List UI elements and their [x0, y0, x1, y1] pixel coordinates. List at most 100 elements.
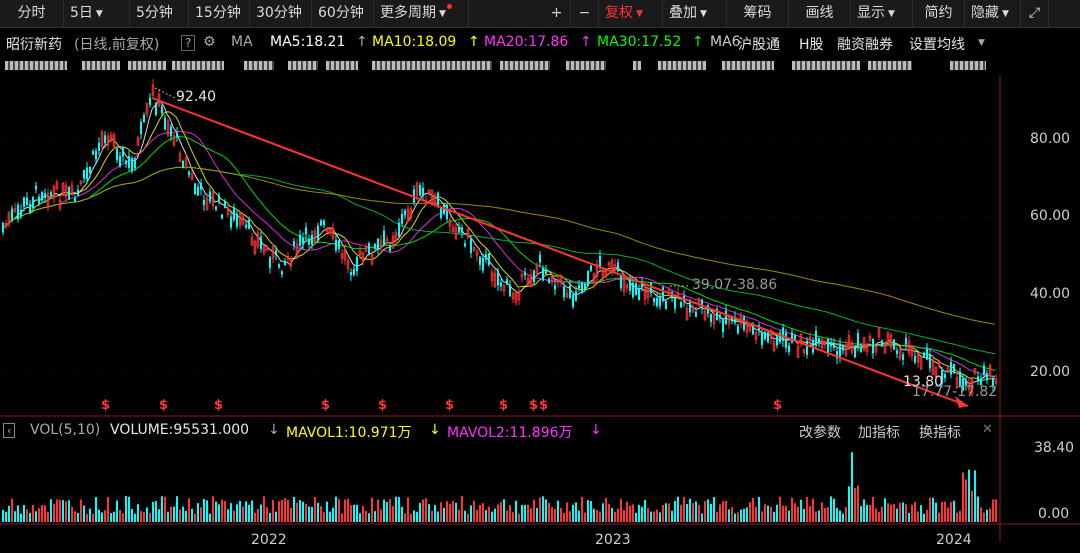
volume-tick: 0.00: [1038, 506, 1070, 522]
volume-bar: [29, 512, 31, 522]
volume-bar: [140, 510, 142, 522]
volume-bar: [671, 510, 673, 522]
volume-bar: [797, 506, 799, 522]
period-tab-5min[interactable]: 5分钟: [130, 0, 189, 27]
margin-trading-link[interactable]: 融资融券: [837, 37, 893, 53]
hk-connect-link[interactable]: 沪股通: [738, 37, 780, 53]
volume-bar: [755, 506, 757, 522]
candle-body: [601, 270, 605, 279]
candle-body: [293, 240, 295, 246]
volume-bar: [881, 506, 883, 522]
candle-body: [533, 270, 535, 283]
zoom-in-button[interactable]: +: [543, 0, 571, 27]
arrow-down-icon: ↓: [590, 422, 602, 438]
draw-line-button[interactable]: 画线: [789, 0, 851, 27]
volume-bar: [290, 507, 292, 522]
trend-line[interactable]: [151, 97, 969, 407]
volume-bar: [674, 501, 676, 522]
volume-bar: [59, 499, 61, 522]
candle-body: [937, 360, 941, 366]
candle-body: [98, 142, 100, 151]
candle-body: [404, 210, 406, 216]
signal-marker-icon[interactable]: $: [499, 398, 509, 413]
simple-mode-button[interactable]: 简约: [913, 0, 965, 27]
candle-body: [514, 292, 518, 303]
volume-bar: [26, 509, 28, 522]
candle-body: [632, 282, 634, 297]
fullscreen-icon[interactable]: ⤢: [1021, 0, 1049, 27]
candle-body: [620, 274, 622, 289]
signal-marker-icon[interactable]: $: [773, 398, 783, 413]
signal-marker-icon[interactable]: $: [214, 398, 224, 413]
volume-bar: [734, 513, 736, 522]
period-tab-60min[interactable]: 60分钟: [312, 0, 374, 27]
period-tab-intraday[interactable]: 分时: [0, 0, 64, 27]
volume-bar: [239, 500, 241, 522]
candle-body: [377, 238, 379, 250]
volume-bar: [305, 503, 307, 522]
more-periods-dropdown[interactable]: 更多周期 ▼: [374, 0, 469, 27]
candle-body: [353, 268, 355, 275]
volume-bar: [752, 498, 754, 522]
chips-button[interactable]: 筹码: [727, 0, 789, 27]
volume-bar: [749, 502, 751, 522]
chevron-down-icon: ▼: [439, 9, 446, 19]
h-share-link[interactable]: H股: [799, 37, 824, 53]
arrow-up-icon: ↑: [356, 34, 368, 50]
signal-marker-icon[interactable]: $: [321, 398, 331, 413]
candle-body: [980, 378, 982, 385]
signal-marker-icon[interactable]: $: [101, 398, 111, 413]
signal-marker-icon[interactable]: $: [529, 398, 539, 413]
volume-bar: [467, 513, 469, 522]
volume-tick: 38.40: [1034, 440, 1075, 456]
candle-body: [226, 207, 230, 215]
volume-bar: [329, 511, 331, 522]
candle-body: [905, 337, 907, 345]
volume-bar: [995, 499, 997, 522]
volume-bar: [617, 508, 619, 522]
volume-bar: [677, 496, 679, 522]
volume-bar: [971, 490, 973, 522]
candle-body: [506, 279, 508, 285]
ma-settings-link[interactable]: 设置均线: [909, 37, 965, 53]
switch-indicator-button[interactable]: 换指标: [919, 425, 961, 441]
close-icon[interactable]: ✕: [982, 422, 993, 437]
period-tab-15min[interactable]: 15分钟: [189, 0, 250, 27]
candle-body: [325, 227, 329, 233]
volume-bar: [302, 501, 304, 522]
volume-bar: [767, 505, 769, 522]
candle-body: [238, 212, 242, 226]
volume-bar: [800, 499, 802, 522]
period-tab-30min[interactable]: 30分钟: [250, 0, 312, 27]
help-button[interactable]: ?: [181, 35, 196, 51]
candle-body: [872, 338, 874, 354]
volume-bar: [236, 504, 238, 522]
gear-icon[interactable]: ⚙: [203, 34, 216, 50]
period-tab-5day[interactable]: 5日 ▼: [64, 0, 130, 27]
overlay-dropdown[interactable]: 叠加 ▼: [663, 0, 727, 27]
volume-bar: [401, 506, 403, 522]
zoom-out-button[interactable]: −: [571, 0, 599, 27]
volume-bar: [320, 506, 322, 522]
signal-marker-icon[interactable]: $: [445, 398, 455, 413]
volume-bar: [353, 504, 355, 522]
volume-bar: [578, 510, 580, 522]
volume-bar: [326, 501, 328, 522]
edit-params-button[interactable]: 改参数: [799, 425, 841, 441]
hide-dropdown[interactable]: 隐藏 ▼: [965, 0, 1021, 27]
volume-bar: [89, 508, 91, 522]
signal-marker-icon[interactable]: $: [378, 398, 388, 413]
signal-marker-icon[interactable]: $: [539, 398, 549, 413]
volume-bar: [980, 507, 982, 522]
volume-bar: [914, 501, 916, 522]
candle-body: [188, 171, 190, 176]
signal-marker-icon[interactable]: $: [159, 398, 169, 413]
display-dropdown[interactable]: 显示 ▼: [851, 0, 913, 27]
adjust-dropdown[interactable]: 复权 ▼: [599, 0, 663, 27]
volume-bar: [803, 508, 805, 522]
candle-body: [7, 211, 11, 225]
volume-bar: [242, 506, 244, 522]
back-icon[interactable]: ‹: [3, 423, 16, 438]
add-indicator-button[interactable]: 加指标: [858, 425, 900, 441]
